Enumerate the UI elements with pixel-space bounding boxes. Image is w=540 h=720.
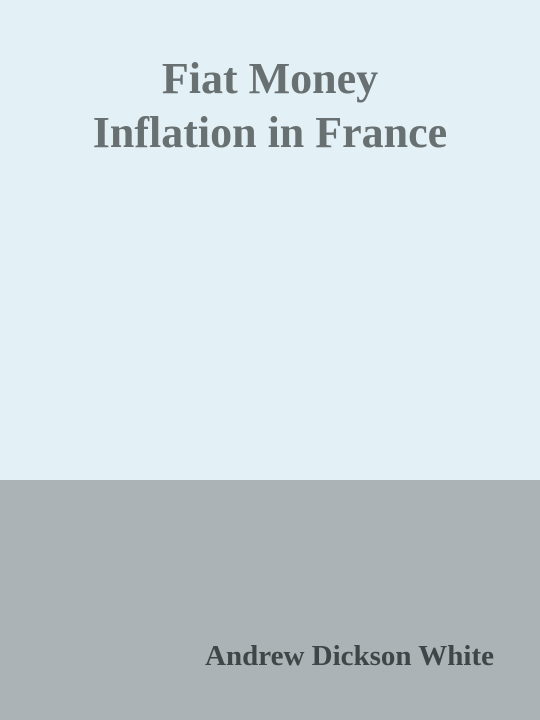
book-title: Fiat Money Inflation in France [0,52,540,160]
cover-top-panel [0,0,540,480]
book-title-line-2: Inflation in France [92,108,448,157]
cover-bottom-panel [0,480,540,720]
book-title-line-1: Fiat Money [161,54,379,103]
book-author: Andrew Dickson White [205,640,494,672]
